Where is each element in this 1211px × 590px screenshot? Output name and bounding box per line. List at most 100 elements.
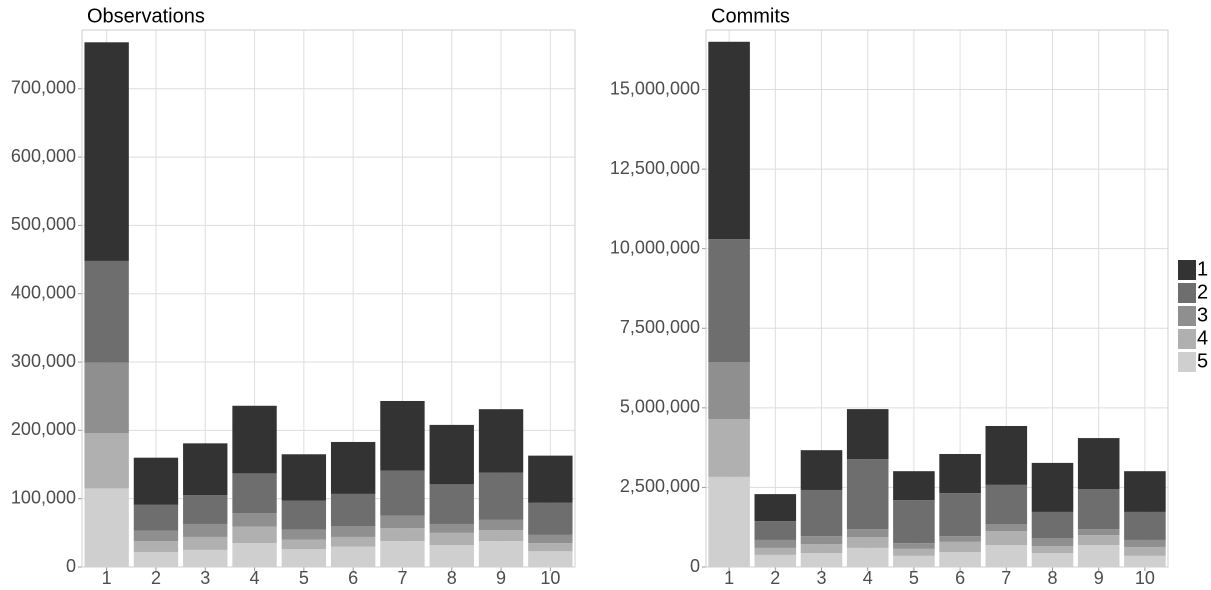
bar-segment <box>183 495 228 524</box>
bar-segment <box>893 500 935 544</box>
bar-segment <box>754 547 797 555</box>
bar-segment <box>133 504 179 531</box>
bar-segment <box>708 418 750 477</box>
x-tick-label: 6 <box>348 568 358 588</box>
bar-segment <box>478 519 524 531</box>
bar-segment <box>232 526 277 544</box>
bar-segment <box>939 453 981 494</box>
panel-border <box>705 29 1169 568</box>
bar-segment <box>893 555 935 567</box>
y-tick-label: 0 <box>690 556 700 576</box>
bar-segment <box>1077 545 1120 567</box>
bar-segment <box>708 239 750 363</box>
bar-segment <box>429 545 474 567</box>
x-tick-label: 10 <box>540 568 560 588</box>
legend-key <box>1178 283 1196 303</box>
bar-segment <box>380 528 425 542</box>
bar-segment <box>429 523 474 533</box>
bar-segment <box>800 536 843 545</box>
bar-segment <box>330 493 376 527</box>
y-tick-label: 10,000,000 <box>610 237 700 257</box>
bar-segment <box>708 362 750 419</box>
bar-segment <box>939 541 981 553</box>
legend-label: 5 <box>1197 350 1208 372</box>
y-tick-label: 700,000 <box>11 78 76 98</box>
y-tick-label: 200,000 <box>11 419 76 439</box>
bar-segment <box>380 515 425 529</box>
bar-segment <box>1124 546 1166 556</box>
y-tick-label: 100,000 <box>11 487 76 507</box>
bar-segment <box>1031 538 1074 546</box>
bar-segment <box>183 549 228 567</box>
x-tick-label: 4 <box>250 568 260 588</box>
bar-segment <box>478 530 524 542</box>
bar-segment <box>330 546 376 567</box>
bar-segment <box>985 531 1028 546</box>
bar-segment <box>281 529 327 540</box>
bar-segment <box>232 543 277 567</box>
legend-key <box>1178 260 1196 280</box>
bar-segment <box>846 529 889 538</box>
bar-segment <box>1124 555 1166 567</box>
bar-segment <box>380 541 425 567</box>
bar-segment <box>133 541 179 552</box>
x-tick-label: 6 <box>955 568 965 588</box>
bar-segment <box>985 425 1028 485</box>
bar-segment <box>1031 552 1074 567</box>
x-tick-label: 5 <box>299 568 309 588</box>
x-tick-label: 2 <box>770 568 780 588</box>
bar-segment <box>528 543 573 552</box>
bar-segment <box>84 362 129 434</box>
x-tick-label: 7 <box>397 568 407 588</box>
bar-segment <box>754 539 797 548</box>
bar-segment <box>183 536 228 550</box>
bar-segment <box>133 551 179 567</box>
x-tick-label: 4 <box>863 568 873 588</box>
y-tick-label: 400,000 <box>11 282 76 302</box>
bar-segment <box>1124 511 1166 540</box>
bar-segment <box>985 484 1028 525</box>
bar-segment <box>985 524 1028 532</box>
x-tick-label: 2 <box>151 568 161 588</box>
x-tick-label: 5 <box>909 568 919 588</box>
bar-segment <box>528 534 573 544</box>
legend-label: 3 <box>1197 304 1208 326</box>
bar-segment <box>183 443 228 496</box>
bar-segment <box>893 543 935 549</box>
legend-key <box>1178 306 1196 326</box>
bar-segment <box>800 552 843 567</box>
bar-segment <box>1077 535 1120 546</box>
bar-segment <box>939 552 981 567</box>
bar-segment <box>939 493 981 537</box>
bar-segment <box>939 536 981 542</box>
bar-segment <box>380 470 425 516</box>
bar-segment <box>754 521 797 540</box>
bar-segment <box>800 489 843 537</box>
legend-key <box>1178 329 1196 349</box>
x-tick-label: 9 <box>496 568 506 588</box>
x-tick-label: 3 <box>200 568 210 588</box>
x-tick-label: 1 <box>102 568 112 588</box>
bar-segment <box>281 539 327 550</box>
x-tick-label: 8 <box>1047 568 1057 588</box>
y-tick-label: 7,500,000 <box>620 317 700 337</box>
x-tick-label: 9 <box>1094 568 1104 588</box>
bar-segment <box>708 476 750 567</box>
bar-segment <box>846 547 889 567</box>
bar-segment <box>232 473 277 514</box>
x-tick-label: 10 <box>1135 568 1155 588</box>
bar-segment <box>133 457 179 505</box>
panel-border <box>81 29 576 568</box>
y-tick-label: 600,000 <box>11 146 76 166</box>
bar-segment <box>1077 529 1120 536</box>
legend-label: 4 <box>1197 327 1208 349</box>
bar-segment <box>183 523 228 537</box>
bar-segment <box>330 441 376 494</box>
bar-segment <box>84 42 129 261</box>
legend-label: 2 <box>1197 281 1208 303</box>
bar-segment <box>1077 489 1120 530</box>
bar-segment <box>429 484 474 524</box>
bar-segment <box>429 532 474 546</box>
y-tick-label: 300,000 <box>11 351 76 371</box>
